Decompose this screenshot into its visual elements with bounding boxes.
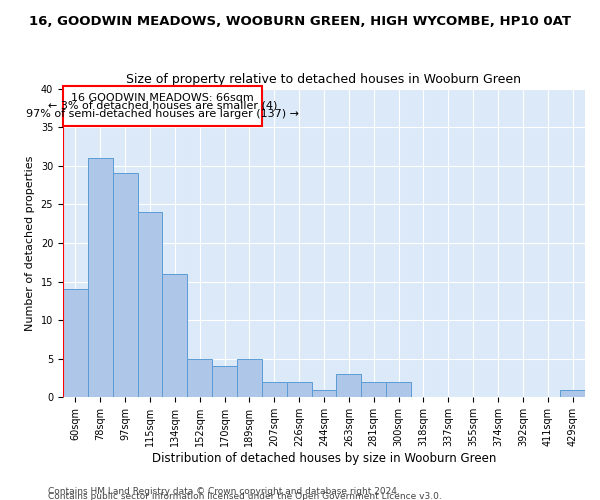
Bar bbox=[88, 158, 113, 398]
Text: ← 3% of detached houses are smaller (4): ← 3% of detached houses are smaller (4) bbox=[47, 101, 277, 111]
Bar bbox=[63, 86, 262, 126]
Title: Size of property relative to detached houses in Wooburn Green: Size of property relative to detached ho… bbox=[127, 73, 521, 86]
Y-axis label: Number of detached properties: Number of detached properties bbox=[25, 156, 35, 330]
Bar bbox=[311, 390, 337, 398]
Bar bbox=[287, 382, 311, 398]
Text: Contains HM Land Registry data © Crown copyright and database right 2024.: Contains HM Land Registry data © Crown c… bbox=[48, 486, 400, 496]
Bar bbox=[386, 382, 411, 398]
Text: Contains public sector information licensed under the Open Government Licence v3: Contains public sector information licen… bbox=[48, 492, 442, 500]
Bar bbox=[113, 174, 137, 398]
Bar bbox=[237, 358, 262, 398]
Bar bbox=[163, 274, 187, 398]
Bar bbox=[63, 290, 88, 398]
Bar bbox=[337, 374, 361, 398]
Bar bbox=[361, 382, 386, 398]
Bar bbox=[262, 382, 287, 398]
Text: 16 GOODWIN MEADOWS: 66sqm: 16 GOODWIN MEADOWS: 66sqm bbox=[71, 94, 254, 104]
Text: 16, GOODWIN MEADOWS, WOOBURN GREEN, HIGH WYCOMBE, HP10 0AT: 16, GOODWIN MEADOWS, WOOBURN GREEN, HIGH… bbox=[29, 15, 571, 28]
X-axis label: Distribution of detached houses by size in Wooburn Green: Distribution of detached houses by size … bbox=[152, 452, 496, 465]
Bar bbox=[212, 366, 237, 398]
Text: 97% of semi-detached houses are larger (137) →: 97% of semi-detached houses are larger (… bbox=[26, 108, 299, 118]
Bar bbox=[137, 212, 163, 398]
Bar bbox=[187, 358, 212, 398]
Bar bbox=[560, 390, 585, 398]
